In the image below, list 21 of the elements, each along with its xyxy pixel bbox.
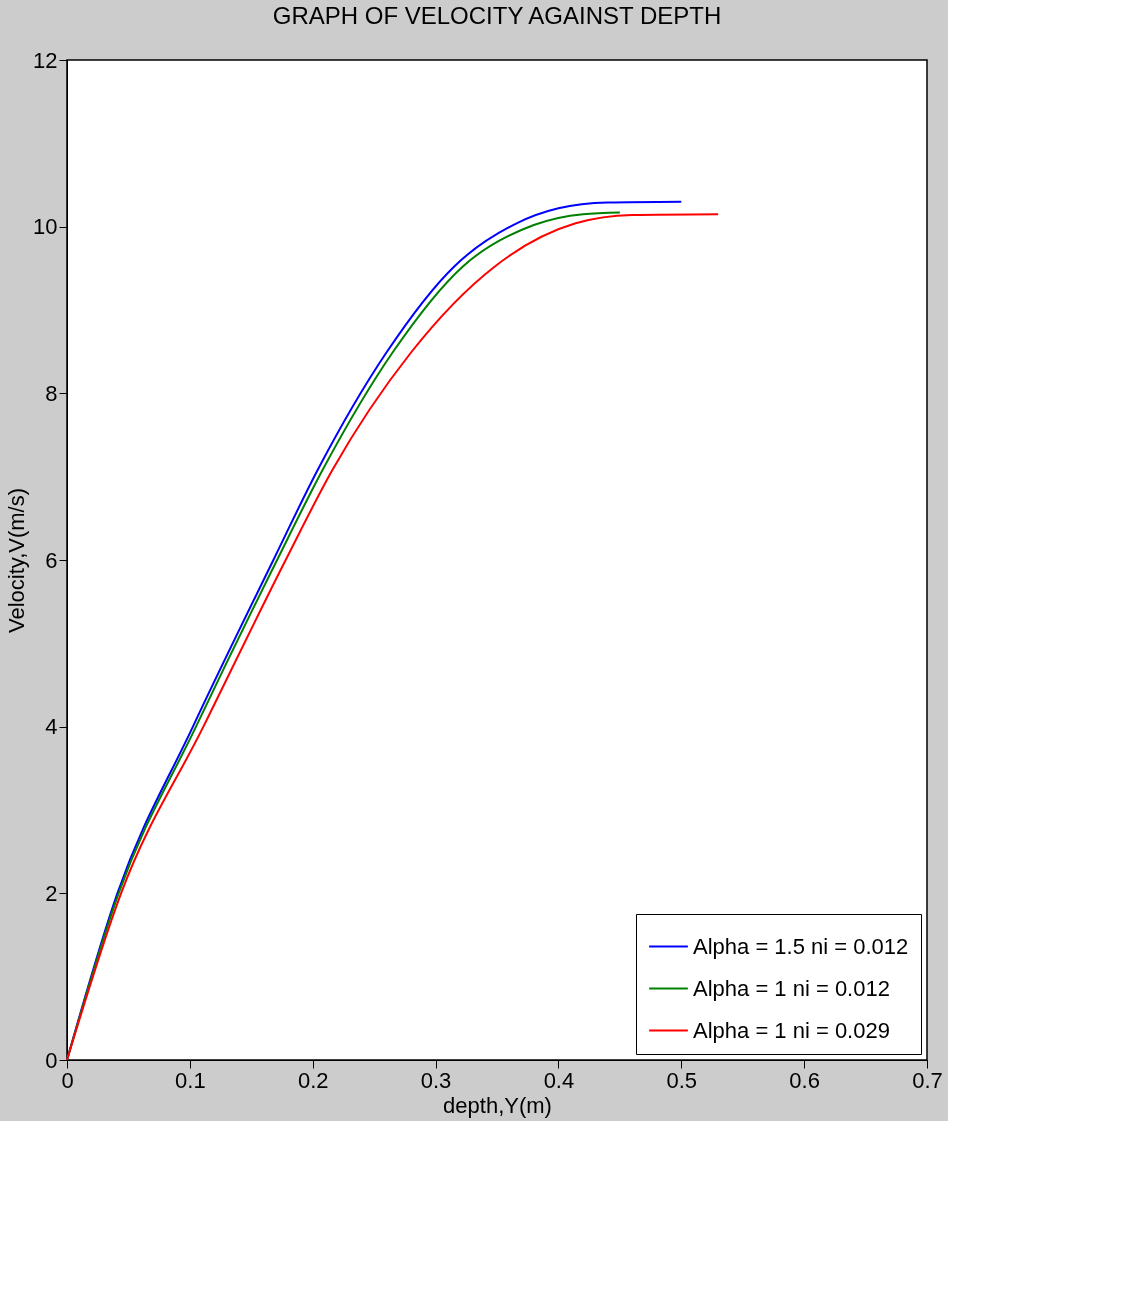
x-tick-label: 0.3 [420,1067,452,1093]
y-tick-label: 10 [33,214,58,240]
x-tick-label: 0.5 [666,1067,698,1093]
y-tick-label: 12 [33,47,58,73]
x-tick-label: 0.4 [543,1067,575,1093]
y-axis-title: Velocity,V(m/s) [4,487,30,634]
y-tick-label: 6 [45,547,58,573]
x-tick-label: 0.7 [912,1067,943,1093]
y-tick-label: 2 [45,880,58,906]
legend-label: Alpha = 1 ni = 0.029 [693,1017,890,1043]
x-tick-label: 0.6 [789,1067,820,1093]
x-tick-label: 0.2 [297,1067,329,1093]
y-tick-label: 8 [45,380,58,406]
y-tick-label: 0 [45,1047,58,1073]
x-tick-label: 0 [61,1067,74,1093]
chart-title: GRAPH OF VELOCITY AGAINST DEPTH [272,2,722,29]
y-tick-label: 4 [45,714,58,740]
legend-label: Alpha = 1 ni = 0.012 [693,975,890,1001]
x-tick-label: 0.1 [175,1067,206,1093]
legend-label: Alpha = 1.5 ni = 0.012 [693,933,909,959]
x-axis-title: depth,Y(m) [443,1092,552,1118]
